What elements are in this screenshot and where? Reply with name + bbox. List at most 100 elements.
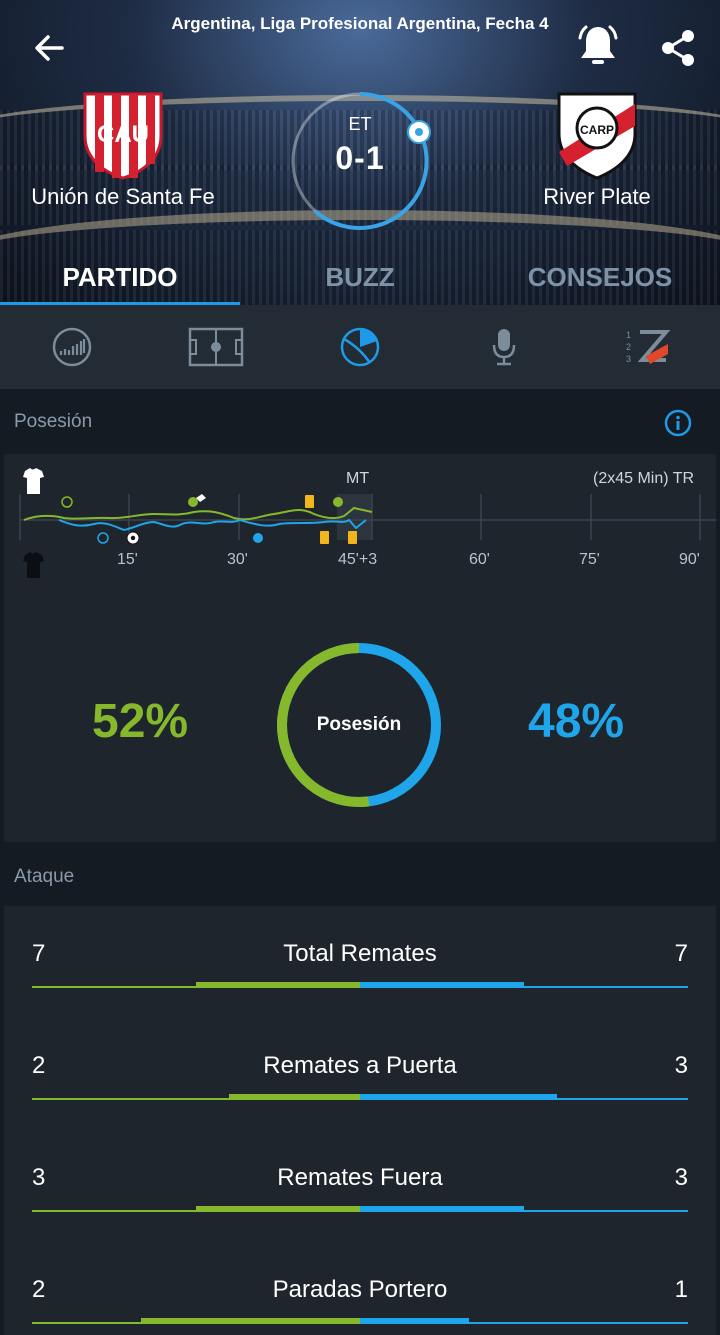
stat-name: Remates a Puerta — [263, 1052, 457, 1079]
away-momentum-line — [58, 518, 367, 532]
away-stat-value: 1 — [674, 1276, 688, 1303]
stats-button[interactable] — [288, 305, 432, 389]
stat-row: 7 Total Remates 7 — [4, 920, 716, 1032]
tick-label: 60' — [469, 551, 490, 568]
stats-pie-icon — [340, 327, 380, 367]
possession-donut — [277, 643, 441, 807]
match-period: ET — [348, 114, 372, 134]
commentary-button[interactable] — [432, 305, 576, 389]
live-table-button[interactable]: 1 2 3 — [576, 305, 720, 389]
tab-bar: PARTIDO BUZZ CONSEJOS — [0, 252, 720, 305]
info-icon — [664, 409, 692, 437]
home-stat-bar — [141, 1318, 360, 1324]
away-bar-track — [360, 986, 688, 988]
lineup-button[interactable] — [144, 305, 288, 389]
home-stat-bar — [228, 1094, 360, 1100]
away-stat-value: 3 — [674, 1052, 688, 1079]
match-score: 0-1 — [335, 140, 385, 176]
football-icon — [407, 120, 431, 144]
away-stat-bar — [360, 982, 524, 988]
home-stat-value: 2 — [32, 1052, 46, 1079]
home-momentum-line — [23, 506, 373, 521]
tab-consejos[interactable]: CONSEJOS — [527, 262, 673, 292]
attack-section-label: Ataque — [14, 866, 75, 887]
away-stat-bar — [360, 1094, 557, 1100]
home-team-name: Unión de Santa Fe — [31, 184, 215, 209]
tick-label: 15' — [117, 551, 138, 568]
match-header: Argentina, Liga Profesional Argentina, F… — [0, 0, 720, 305]
home-stat-value: 3 — [32, 1164, 46, 1191]
momentum-button[interactable] — [0, 305, 144, 389]
home-shot-icon — [188, 497, 198, 507]
home-shot-icon — [333, 497, 343, 507]
away-chance-icon — [97, 532, 109, 544]
stat-name: Remates Fuera — [277, 1164, 443, 1191]
attack-stats: 7 Total Remates 7 2 Remates a Puerta 3 3… — [4, 906, 716, 1335]
yellow-card-icon — [305, 495, 314, 508]
info-button[interactable] — [664, 409, 692, 437]
possession-donut-label: Posesión — [316, 714, 402, 735]
svg-text:3: 3 — [626, 354, 631, 364]
home-bar-track — [32, 1098, 360, 1100]
away-stat-value: 3 — [674, 1164, 688, 1191]
tick-label: 90' — [679, 551, 700, 568]
away-shirt-icon — [23, 552, 44, 578]
timeline-graph — [19, 468, 716, 578]
substitution-icon — [196, 494, 206, 502]
away-stat-bar — [360, 1206, 524, 1212]
yellow-card-icon — [348, 531, 357, 544]
stat-row: 2 Remates a Puerta 3 — [4, 1032, 716, 1144]
possession-card: MT (2x45 Min) TR 15' 30' 45'+3 60' 75' 9… — [4, 454, 716, 842]
home-team[interactable]: CAU Unión de Santa Fe — [8, 90, 238, 210]
river-plate-crest-icon: CARP — [557, 92, 637, 180]
halftime-label: MT — [346, 470, 370, 487]
yellow-card-icon — [320, 531, 329, 544]
svg-text:2: 2 — [626, 342, 631, 352]
pitch-icon — [188, 327, 244, 367]
stat-row: 2 Paradas Portero 1 — [4, 1256, 716, 1335]
match-sections-bar: 1 2 3 — [0, 305, 720, 389]
stat-name: Paradas Portero — [272, 1276, 448, 1303]
momentum-chart-icon — [52, 327, 92, 367]
home-possession-value: 52% — [92, 695, 189, 748]
notifications-button[interactable] — [574, 22, 622, 70]
away-team[interactable]: CARP River Plate — [482, 90, 712, 210]
away-shot-icon — [253, 533, 263, 543]
home-stat-bar — [196, 982, 360, 988]
arrow-left-icon — [35, 35, 64, 61]
home-stat-bar — [196, 1206, 360, 1212]
home-chance-icon — [61, 496, 73, 508]
live-ranking-icon: 1 2 3 — [626, 330, 671, 364]
stat-name: Total Remates — [283, 940, 437, 967]
away-stat-bar — [360, 1318, 470, 1324]
tab-partido[interactable]: PARTIDO — [0, 252, 240, 305]
possession-section-label: Posesión — [14, 411, 93, 432]
momentum-timeline: MT (2x45 Min) TR 15' 30' 45'+3 60' 75' 9… — [4, 454, 716, 584]
away-team-name: River Plate — [543, 184, 651, 209]
bell-icon — [578, 25, 618, 64]
away-bar-track — [360, 1322, 688, 1324]
union-crest-icon: CAU — [83, 92, 163, 180]
share-icon — [662, 30, 694, 66]
match-progress-ring — [291, 92, 429, 230]
tab-buzz[interactable]: BUZZ — [325, 262, 395, 292]
share-button[interactable] — [656, 26, 700, 70]
tick-label: 30' — [227, 551, 248, 568]
stadium-stand — [0, 210, 720, 300]
away-bar-track — [360, 1210, 688, 1212]
tick-label: 45'+3 — [338, 551, 378, 568]
home-stat-value: 7 — [32, 940, 46, 967]
back-button[interactable] — [28, 28, 72, 68]
tick-label: 75' — [579, 551, 600, 568]
home-shirt-icon — [23, 468, 44, 494]
microphone-icon — [492, 329, 516, 366]
stadium-stand — [0, 95, 720, 165]
away-stat-value: 7 — [674, 940, 688, 967]
svg-text:CARP: CARP — [580, 123, 614, 137]
svg-text:1: 1 — [626, 330, 631, 340]
home-stat-value: 2 — [32, 1276, 46, 1303]
stat-row: 3 Remates Fuera 3 — [4, 1144, 716, 1256]
duration-label: (2x45 Min) TR — [593, 470, 695, 487]
competition-title: Argentina, Liga Profesional Argentina, F… — [171, 14, 549, 33]
svg-text:CAU: CAU — [97, 121, 149, 148]
